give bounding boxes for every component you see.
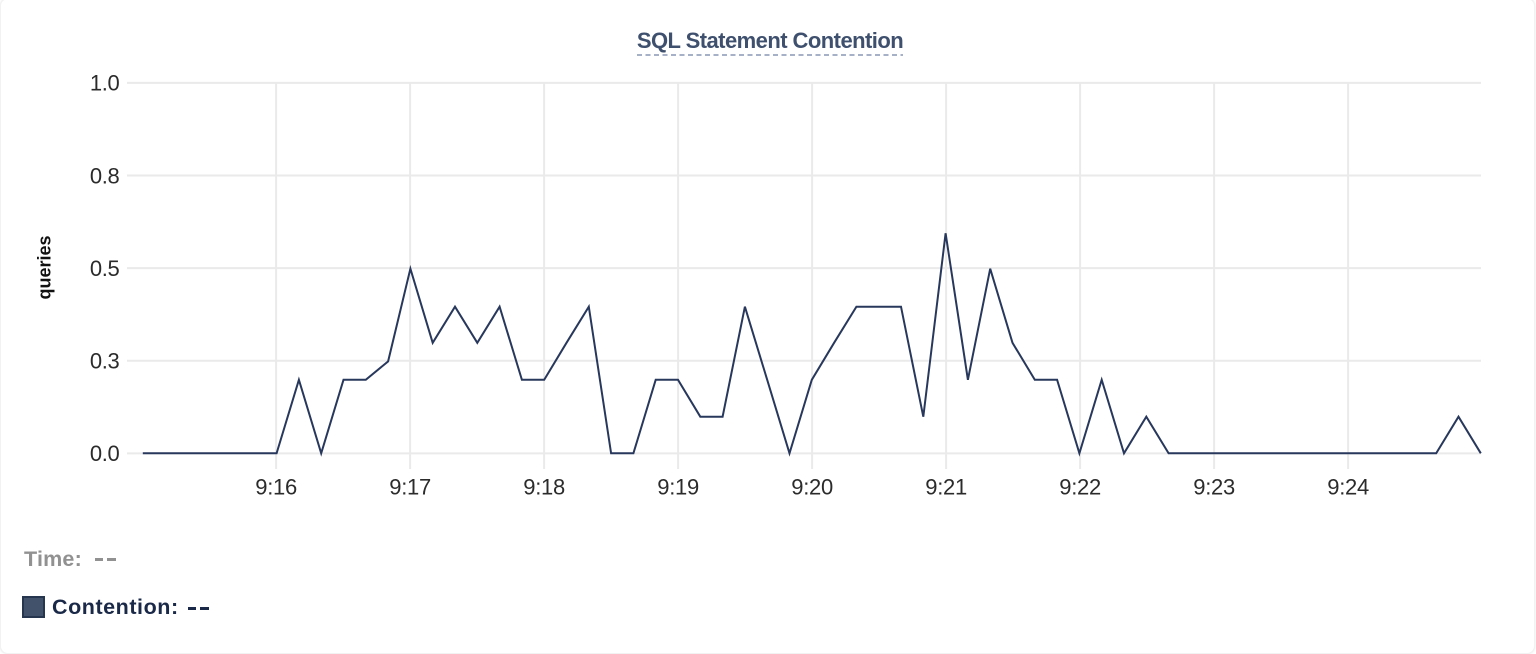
svg-text:9:16: 9:16 xyxy=(255,474,297,499)
svg-text:0.8: 0.8 xyxy=(90,163,120,188)
svg-text:9:22: 9:22 xyxy=(1059,474,1101,499)
svg-text:9:17: 9:17 xyxy=(389,474,431,499)
svg-text:9:21: 9:21 xyxy=(925,474,967,499)
svg-text:0.3: 0.3 xyxy=(90,348,120,373)
svg-text:0.5: 0.5 xyxy=(90,256,120,281)
svg-text:9:24: 9:24 xyxy=(1327,474,1369,499)
svg-text:0.0: 0.0 xyxy=(90,441,120,466)
svg-text:1.0: 1.0 xyxy=(90,71,120,96)
svg-text:9:20: 9:20 xyxy=(791,474,833,499)
svg-text:9:23: 9:23 xyxy=(1193,474,1235,499)
svg-text:9:19: 9:19 xyxy=(657,474,699,499)
svg-text:9:18: 9:18 xyxy=(523,474,565,499)
